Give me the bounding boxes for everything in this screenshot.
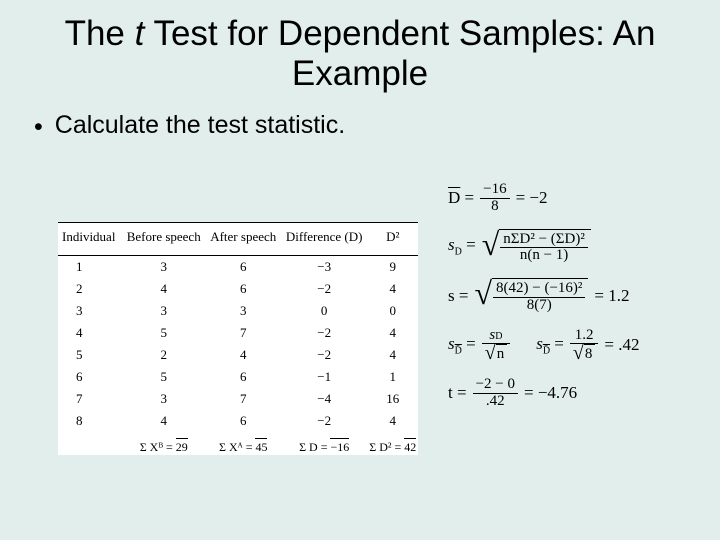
table-cell: −2 [281, 344, 368, 366]
table-cell: 4 [58, 322, 122, 344]
table-cell: 1 [367, 366, 418, 388]
title-post: Test for Dependent Samples: An Example [144, 14, 655, 93]
title-pre: The [65, 14, 135, 53]
table-sums-row: Σ Xᴮ = 29 Σ Xᴬ = 45 Σ D = −16 Σ D² = 42 [58, 432, 418, 455]
table-cell: 4 [206, 344, 281, 366]
eq-sdbar: sD̄ = sD √n sD̄ = 1.2 √8 = .42 [448, 328, 698, 364]
title-italic-t: t [135, 14, 145, 53]
table-cell: −2 [281, 322, 368, 344]
sum-d2: Σ D² = 42 [367, 432, 418, 455]
sum-xa: Σ Xᴬ = 45 [206, 432, 281, 455]
table-cell: 7 [58, 388, 122, 410]
table-row: 246−24 [58, 278, 418, 300]
table-cell: 4 [367, 278, 418, 300]
table-cell: −2 [281, 278, 368, 300]
bullet-item: • Calculate the test statistic. [0, 111, 720, 140]
table-cell: 0 [281, 300, 368, 322]
table-cell: 0 [367, 300, 418, 322]
table-cell: 3 [122, 300, 206, 322]
table-cell: 16 [367, 388, 418, 410]
table-cell: 1 [58, 256, 122, 279]
bullet-dot-icon: • [34, 115, 43, 140]
table-body: 136−39246−2433300457−24524−24656−11737−4… [58, 256, 418, 433]
table-cell: 6 [58, 366, 122, 388]
col-header-difference: Difference (D) [281, 223, 368, 256]
table-cell: 4 [367, 322, 418, 344]
table-cell: 9 [367, 256, 418, 279]
eq-t: t = −2 − 0 .42 = −4.76 [448, 377, 698, 410]
table-row: 737−416 [58, 388, 418, 410]
data-table-wrapper: Individual Before speech After speech Di… [58, 222, 418, 455]
table-cell: 6 [206, 410, 281, 432]
table-cell: 4 [367, 344, 418, 366]
table-cell: 5 [122, 322, 206, 344]
slide-title: The t Test for Dependent Samples: An Exa… [0, 0, 720, 95]
table-cell: 2 [58, 278, 122, 300]
col-header-d-squared: D² [367, 223, 418, 256]
table-row: 457−24 [58, 322, 418, 344]
table-cell: 7 [206, 322, 281, 344]
table-cell: 4 [122, 410, 206, 432]
content-area: Individual Before speech After speech Di… [0, 196, 720, 455]
col-header-before: Before speech [122, 223, 206, 256]
table-cell: 6 [206, 278, 281, 300]
table-cell: 8 [58, 410, 122, 432]
table-cell: 2 [122, 344, 206, 366]
table-row: 846−24 [58, 410, 418, 432]
eq-s-numeric: s = √ 8(42) − (−16)² 8(7) = 1.2 [448, 278, 698, 314]
table-cell: 6 [206, 366, 281, 388]
table-cell: 3 [122, 256, 206, 279]
table-cell: 3 [122, 388, 206, 410]
table-row: 656−11 [58, 366, 418, 388]
table-cell: −1 [281, 366, 368, 388]
bullet-text: Calculate the test statistic. [55, 111, 345, 140]
eq-sd-formula: sD = √ nΣD² − (ΣD)² n(n − 1) [448, 229, 698, 265]
table-cell: 5 [122, 366, 206, 388]
table-cell: −3 [281, 256, 368, 279]
slide: The t Test for Dependent Samples: An Exa… [0, 0, 720, 540]
formula-block: D = −168 = −2 sD = √ nΣD² − (ΣD)² n(n − … [448, 182, 698, 455]
table-header-row: Individual Before speech After speech Di… [58, 223, 418, 256]
table-row: 33300 [58, 300, 418, 322]
table-cell: 6 [206, 256, 281, 279]
table-row: 524−24 [58, 344, 418, 366]
sum-d: Σ D = −16 [281, 432, 368, 455]
table-cell: 3 [58, 300, 122, 322]
table-cell: 4 [367, 410, 418, 432]
table-cell: 3 [206, 300, 281, 322]
table-cell: 7 [206, 388, 281, 410]
table-row: 136−39 [58, 256, 418, 279]
table-cell: −2 [281, 410, 368, 432]
table-cell: 4 [122, 278, 206, 300]
col-header-after: After speech [206, 223, 281, 256]
table-cell: −4 [281, 388, 368, 410]
sum-xb: Σ Xᴮ = 29 [122, 432, 206, 455]
col-header-individual: Individual [58, 223, 122, 256]
table-cell: 5 [58, 344, 122, 366]
eq-dbar: D = −168 = −2 [448, 182, 698, 215]
data-table: Individual Before speech After speech Di… [58, 222, 418, 455]
